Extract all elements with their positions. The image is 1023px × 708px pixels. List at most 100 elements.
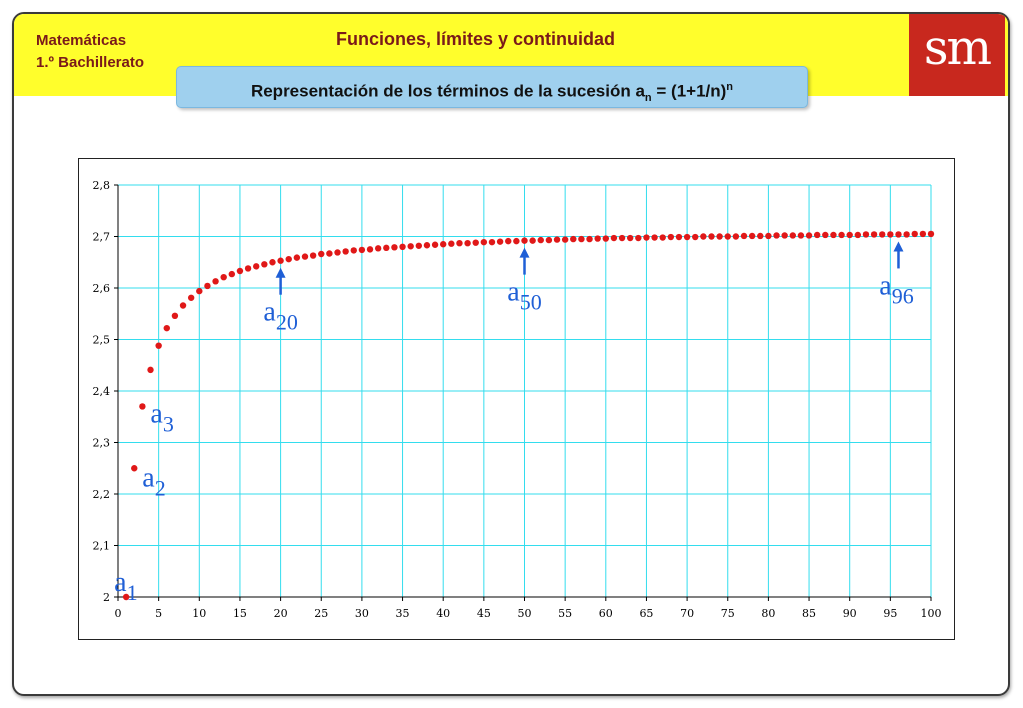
data-point (464, 239, 471, 247)
x-tick-label: 90 (843, 607, 857, 620)
data-point (399, 243, 406, 250)
arrow-up-icon (275, 267, 286, 278)
term-label-a1: a1 (114, 567, 137, 605)
data-point (846, 231, 853, 239)
y-tick-label: 2 (103, 591, 110, 604)
x-tick-label: 0 (115, 607, 122, 620)
x-tick-label: 15 (233, 607, 247, 620)
x-tick-label: 95 (883, 607, 897, 620)
x-tick-label: 85 (802, 607, 816, 620)
data-point (643, 234, 650, 241)
data-point (358, 246, 366, 254)
data-point (708, 233, 715, 240)
data-point (374, 245, 382, 252)
data-point (732, 233, 740, 240)
x-tick-label: 75 (721, 607, 735, 620)
data-point (919, 230, 927, 238)
data-point (269, 259, 276, 266)
data-point (903, 231, 910, 238)
data-point (879, 231, 886, 238)
data-point (196, 287, 203, 295)
data-point (204, 282, 211, 290)
sm-logo: sm (909, 14, 1005, 96)
x-tick-label: 10 (192, 607, 206, 620)
data-point (748, 232, 756, 240)
term-label-subscript: 3 (163, 411, 174, 436)
term-label-base: a (150, 398, 163, 429)
data-point (675, 233, 683, 241)
data-point (610, 234, 618, 242)
data-point (667, 233, 675, 241)
data-point (423, 242, 431, 249)
x-tick-label: 25 (314, 607, 328, 620)
arrow-up-icon (893, 241, 904, 252)
data-point (407, 243, 414, 250)
x-tick-label: 40 (436, 607, 450, 620)
x-tick-label: 35 (396, 607, 410, 620)
y-tick-label: 2,2 (93, 488, 111, 501)
x-tick-label: 60 (599, 607, 613, 620)
data-point (228, 270, 236, 278)
data-point (139, 403, 146, 410)
data-point (301, 253, 309, 260)
term-label-subscript: 20 (276, 310, 298, 335)
data-point (602, 235, 609, 242)
x-tick-label: 65 (639, 607, 653, 620)
data-point (415, 242, 423, 249)
data-point (911, 230, 918, 238)
data-point (505, 237, 512, 245)
data-point (334, 249, 341, 256)
y-tick-label: 2,5 (93, 334, 111, 347)
data-point (765, 232, 772, 240)
data-point (805, 232, 813, 239)
data-point (366, 246, 374, 253)
data-point (131, 465, 138, 472)
data-point (870, 231, 878, 238)
x-tick-label: 80 (761, 607, 775, 620)
data-point (496, 238, 504, 245)
subject-line-1: Matemáticas (36, 32, 127, 49)
slide-title-prefix: Representación de los términos de la suc… (250, 81, 645, 101)
data-point (822, 231, 829, 239)
data-point (431, 241, 439, 248)
data-point (838, 231, 845, 239)
term-label-a20: a20 (263, 297, 297, 335)
data-point (342, 248, 349, 255)
data-point (797, 232, 805, 239)
data-point (212, 278, 219, 285)
data-point (570, 235, 577, 243)
x-tick-label: 55 (558, 607, 572, 620)
term-label-a50: a50 (507, 277, 541, 315)
data-point (635, 234, 642, 242)
data-point (440, 241, 447, 248)
term-label-a3: a3 (150, 398, 173, 436)
slide-title: Representación de los términos de la suc… (176, 66, 808, 108)
data-point (927, 230, 935, 238)
data-point (659, 234, 666, 241)
x-tick-label: 30 (355, 607, 369, 620)
data-point (586, 235, 593, 243)
data-point (529, 237, 536, 244)
data-point (122, 593, 130, 601)
term-label-subscript: 2 (155, 475, 166, 500)
data-point (253, 263, 260, 270)
term-label-a2: a2 (142, 462, 165, 500)
data-point (521, 237, 528, 244)
data-point (773, 232, 780, 239)
data-point (683, 233, 691, 241)
data-point (220, 273, 227, 281)
data-point (261, 261, 268, 268)
data-point (895, 231, 902, 238)
data-point (155, 342, 162, 349)
term-label-subscript: 96 (892, 283, 914, 308)
data-point (277, 257, 284, 264)
data-point (724, 233, 731, 240)
slide-title-sup: n (726, 81, 734, 93)
data-point (561, 236, 569, 243)
data-point (480, 238, 488, 246)
data-point (456, 239, 463, 247)
data-point (244, 265, 252, 272)
data-point (236, 267, 244, 275)
x-tick-label: 50 (518, 607, 532, 620)
data-point (326, 250, 333, 257)
